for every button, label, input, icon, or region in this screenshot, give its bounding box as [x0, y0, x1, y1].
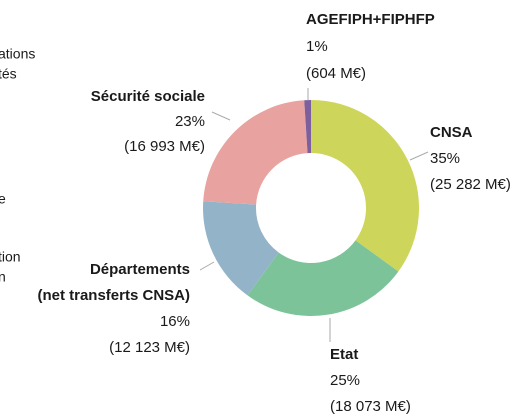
donut-slice — [311, 100, 419, 272]
donut-slice — [203, 201, 279, 296]
amount-label: (16 993 M€) — [124, 138, 205, 155]
leader-line — [409, 151, 429, 161]
value-label: 23% — [175, 113, 205, 130]
leader-line — [199, 261, 215, 271]
donut-slice — [203, 100, 308, 205]
slice-label: Sécurité sociale — [91, 88, 205, 105]
value-label: 25% — [330, 372, 360, 389]
amount-label: (604 M€) — [306, 65, 366, 82]
value-label: 1% — [306, 38, 328, 55]
cropped-text: n — [0, 269, 6, 285]
value-label: 16% — [160, 313, 190, 330]
slice-label: (net transferts CNSA) — [37, 287, 190, 304]
amount-label: (25 282 M€) — [430, 176, 511, 193]
cropped-text: ations — [0, 46, 35, 62]
slice-label: CNSA — [430, 124, 473, 141]
donut-slice — [304, 100, 311, 154]
amount-label: (18 073 M€) — [330, 398, 411, 415]
donut-slice — [247, 240, 399, 317]
cropped-text: tion — [0, 249, 21, 265]
value-label: 35% — [430, 150, 460, 167]
slice-label: Départements — [90, 261, 190, 278]
cropped-text: tés — [0, 66, 17, 82]
slice-label: AGEFIPH+FIPHFP — [306, 11, 435, 28]
cropped-text: e — [0, 191, 6, 207]
amount-label: (12 123 M€) — [109, 339, 190, 356]
leader-line — [211, 111, 231, 121]
slice-label: Etat — [330, 346, 358, 363]
